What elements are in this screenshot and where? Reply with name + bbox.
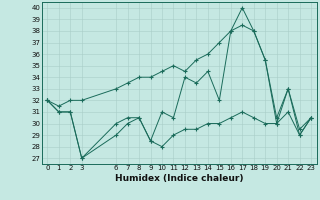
X-axis label: Humidex (Indice chaleur): Humidex (Indice chaleur) [115, 174, 244, 183]
